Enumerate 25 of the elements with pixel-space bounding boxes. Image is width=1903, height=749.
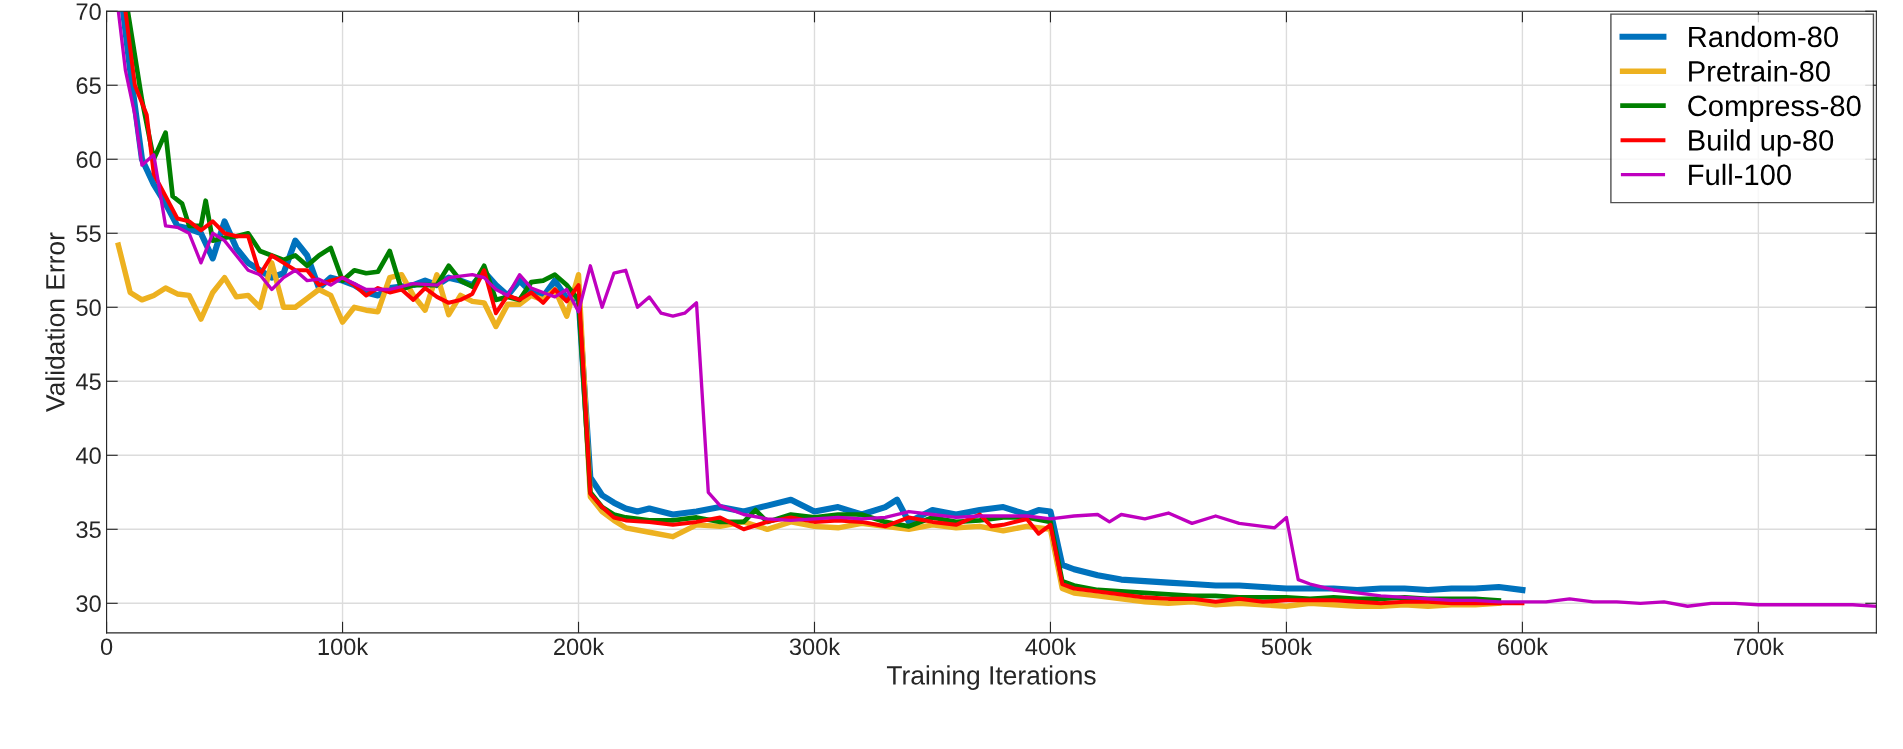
legend-label: Pretrain-80 bbox=[1689, 60, 1830, 82]
y-tick-label: 55 bbox=[76, 225, 101, 243]
legend-label: Compress-80 bbox=[1688, 95, 1861, 122]
x-tick-label: 100k bbox=[318, 637, 369, 656]
x-tick-label: 600k bbox=[1498, 637, 1549, 656]
legend-label: Full-100 bbox=[1689, 163, 1791, 186]
y-axis-title: Validation Error bbox=[45, 232, 65, 412]
y-tick-label: 45 bbox=[75, 373, 101, 391]
x-tick-label: 400k bbox=[1025, 637, 1077, 656]
y-tick-label: 40 bbox=[75, 447, 101, 465]
y-tick-label: 35 bbox=[76, 521, 101, 539]
legend-label: Build up-80 bbox=[1689, 129, 1834, 157]
legend-label: Random-80 bbox=[1689, 25, 1838, 48]
line-series bbox=[116, 11, 1877, 608]
x-axis-title: Training Iterations bbox=[886, 665, 1096, 690]
x-tick-label: 0 bbox=[100, 638, 113, 656]
x-tick-label: 700k bbox=[1733, 637, 1785, 656]
x-tick-label: 500k bbox=[1261, 637, 1313, 656]
x-tick-label: 300k bbox=[789, 637, 841, 656]
x-tick-label: 200k bbox=[554, 637, 605, 656]
y-tick-label: 60 bbox=[76, 151, 101, 169]
y-tick-label: 70 bbox=[76, 3, 101, 21]
y-tick-label: 65 bbox=[76, 77, 101, 95]
y-tick-label: 50 bbox=[76, 299, 101, 317]
y-tick-label: 30 bbox=[76, 595, 101, 613]
